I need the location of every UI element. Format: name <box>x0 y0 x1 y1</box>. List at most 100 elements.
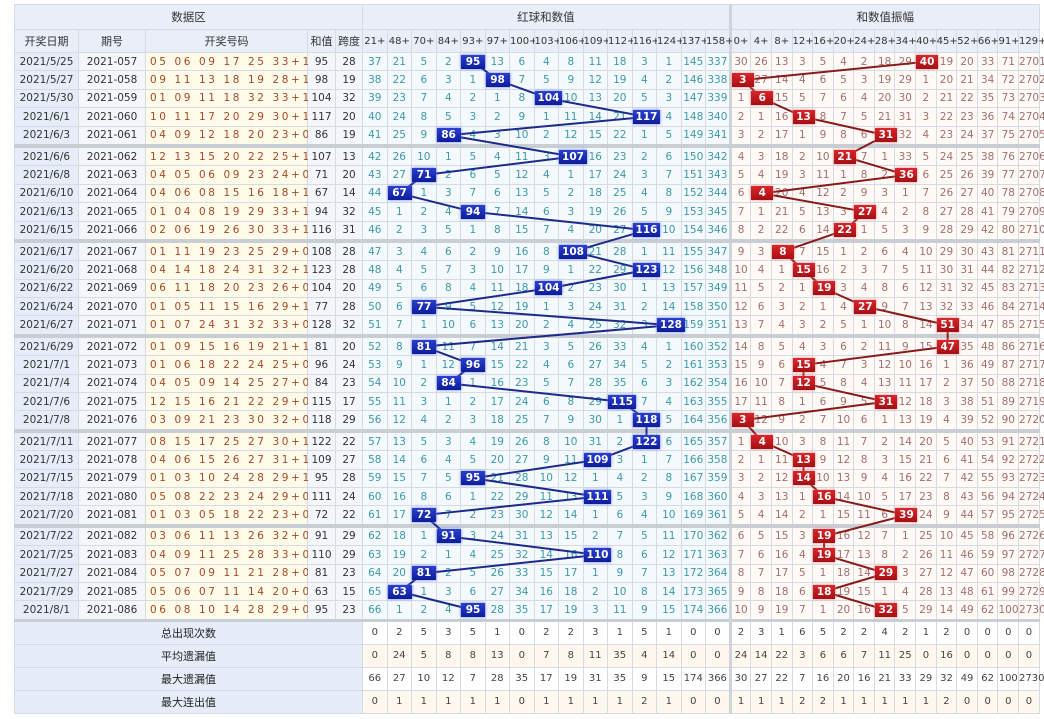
amplitude-miss-cell: 11 <box>729 278 752 299</box>
amplitude-miss-cell: 3 <box>750 486 772 507</box>
amplitude-miss-cell: 9 <box>729 238 752 262</box>
red-sum-miss-cell: 4 <box>435 202 462 222</box>
amplitude-miss-cell: 27 <box>935 202 958 222</box>
red-sum-miss-cell: 4 <box>460 428 486 452</box>
draw-date: 2021/7/8 <box>14 410 79 432</box>
amplitude-miss-cell: 13 <box>770 51 793 72</box>
red-sum-miss-cell: 34 <box>607 355 633 375</box>
amplitude-miss-cell: 12 <box>894 392 917 412</box>
issue-number: 2021-064 <box>78 183 146 204</box>
amplitude-miss-cell: 2 <box>832 260 855 280</box>
red-sum-miss-cell: 44 <box>362 183 388 204</box>
amplitude-miss-cell: 14 <box>770 70 793 90</box>
amplitude-miss-cell: 13 <box>812 202 834 222</box>
stats-red-sum-value: 28 <box>484 666 511 691</box>
amplitude-miss-cell: 8 <box>729 220 752 242</box>
amplitude-miss-cell: 7 <box>750 315 772 337</box>
red-sum-hit-cell: 128 <box>656 315 685 337</box>
amplitude-miss-cell: 90 <box>997 410 1020 432</box>
amplitude-miss-cell: 4 <box>873 202 896 222</box>
red-sum-miss-cell: 151 <box>680 165 707 185</box>
amplitude-miss-cell: 51 <box>976 392 999 412</box>
issue-number: 2021-078 <box>78 450 146 470</box>
amplitude-miss-cell: 12 <box>770 468 793 488</box>
stats-amplitude-value: 0 <box>956 689 978 714</box>
stats-amplitude-value: 0 <box>976 643 999 668</box>
red-sum-miss-cell: 10 <box>435 315 462 337</box>
sum-value: 108 <box>307 238 336 262</box>
span-value: 22 <box>334 428 364 452</box>
red-sum-miss-cell: 7 <box>509 70 535 90</box>
red-sum-miss-cell: 2 <box>533 125 560 147</box>
blue-hit-marker: 63 <box>387 584 412 599</box>
amplitude-miss-cell: 19 <box>873 70 896 90</box>
amplitude-miss-cell: 87 <box>997 355 1020 375</box>
amplitude-miss-cell: 21 <box>873 107 896 127</box>
blue-hit-marker: 118 <box>632 413 661 428</box>
amplitude-miss-cell: 11 <box>935 545 958 565</box>
stats-amplitude-value: 29 <box>915 666 937 691</box>
span-value: 15 <box>334 581 364 602</box>
red-hit-marker: 19 <box>813 529 836 544</box>
amplitude-col-header: 12+ <box>791 29 814 53</box>
red-sum-miss-cell: 2 <box>533 315 560 337</box>
red-sum-miss-cell: 20 <box>607 88 633 109</box>
sum-value: 63 <box>307 581 336 602</box>
draw-date: 2021/7/18 <box>14 486 79 507</box>
red-sum-miss-cell: 5 <box>435 107 462 127</box>
red-sum-miss-cell: 13 <box>656 563 682 583</box>
draw-date: 2021/7/4 <box>14 373 79 394</box>
issue-number: 2021-086 <box>78 600 146 621</box>
red-sum-miss-cell: 22 <box>607 125 633 147</box>
amplitude-miss-cell: 8 <box>770 392 793 412</box>
amplitude-miss-cell: 33 <box>976 51 999 72</box>
issue-number: 2021-077 <box>78 428 146 452</box>
amplitude-miss-cell: 3 <box>791 523 814 547</box>
red-sum-miss-cell: 152 <box>680 183 707 204</box>
red-sum-miss-cell: 5 <box>631 88 658 109</box>
amplitude-miss-cell: 2716 <box>1018 333 1044 357</box>
amplitude-miss-cell: 2 <box>894 202 917 222</box>
table-row: 2021/7/29 2021-085 05 06 07 11 14 20+02 63 1… <box>14 581 1044 602</box>
red-sum-hit-cell: 67 <box>386 183 413 204</box>
winning-numbers: 04 06 15 26 27 31+12 <box>145 450 318 470</box>
draw-date: 2021/7/20 <box>14 505 79 527</box>
stats-red-sum-value: 5 <box>411 618 437 645</box>
red-sum-miss-cell: 5 <box>460 143 486 167</box>
section-amplitude-header: 和数值振幅 <box>729 4 1040 30</box>
red-sum-miss-cell: 3 <box>484 125 511 147</box>
red-sum-miss-cell: 7 <box>435 260 462 280</box>
amplitude-miss-cell: 12 <box>750 410 772 432</box>
red-sum-miss-cell: 17 <box>509 260 535 280</box>
red-sum-miss-cell: 34 <box>509 581 535 602</box>
stats-red-sum-value: 12 <box>435 666 462 691</box>
amplitude-miss-cell: 14 <box>853 563 875 583</box>
amplitude-miss-cell: 32 <box>894 125 917 147</box>
amplitude-miss-cell: 10 <box>894 355 917 375</box>
red-sum-col-header: 48+ <box>386 29 413 53</box>
amplitude-miss-cell: 44 <box>976 260 999 280</box>
amplitude-miss-cell: 10 <box>729 600 752 621</box>
red-sum-miss-cell: 15 <box>533 563 560 583</box>
red-sum-miss-cell: 164 <box>680 410 707 432</box>
amplitude-miss-cell: 12 <box>935 563 958 583</box>
red-sum-miss-cell: 18 <box>582 183 609 204</box>
red-sum-col-header: 116+ <box>631 29 660 53</box>
red-sum-miss-cell: 52 <box>362 333 388 357</box>
red-sum-miss-cell: 7 <box>533 220 560 242</box>
winning-numbers: 09 11 13 18 19 28+14 <box>145 70 318 90</box>
winning-numbers: 12 15 16 21 22 29+01 <box>145 392 318 412</box>
amplitude-hit-cell: 15 <box>791 260 815 280</box>
red-sum-hit-cell: 109 <box>582 450 612 470</box>
amplitude-hit-cell: 22 <box>832 220 856 242</box>
amplitude-miss-cell: 20 <box>956 51 978 72</box>
red-sum-miss-cell: 174 <box>680 600 707 621</box>
amplitude-miss-cell: 85 <box>997 315 1020 337</box>
red-sum-miss-cell: 1 <box>411 581 437 602</box>
red-sum-miss-cell: 5 <box>460 450 486 470</box>
issue-number: 2021-069 <box>78 278 146 299</box>
stats-amplitude-value: 6 <box>791 618 814 645</box>
amplitude-miss-cell: 2704 <box>1018 107 1044 127</box>
sum-value: 67 <box>307 183 336 204</box>
winning-numbers: 08 15 17 25 27 30+10 <box>145 428 318 452</box>
